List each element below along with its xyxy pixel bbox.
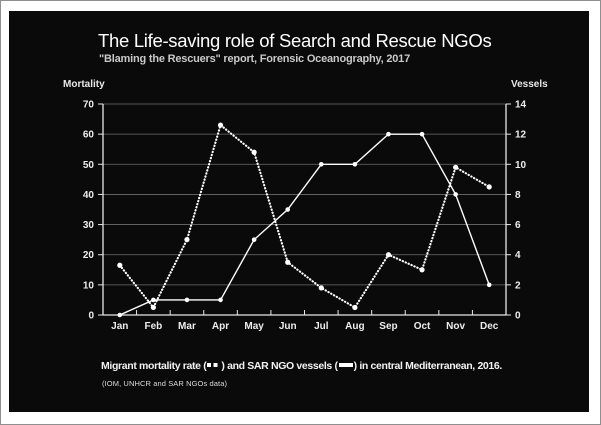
x-axis-month-label: Feb (144, 321, 162, 332)
right-axis-tick-label: 10 (515, 160, 527, 171)
x-axis-month-label: May (244, 321, 264, 332)
vessels-point-Feb (151, 297, 156, 303)
caption: Migrant mortality rate ( ) and SAR NGO ve… (101, 360, 502, 372)
chart-subtitle: "Blaming the Rescuers" report, Forensic … (99, 53, 411, 65)
vessels-legend-swatch (338, 363, 353, 367)
right-axis-tick-label: 6 (515, 220, 521, 231)
mortality-point-Oct (419, 267, 425, 273)
mortality-point-Dec (486, 184, 492, 190)
x-axis-month-label: Oct (414, 321, 431, 332)
vessels-point-Sep (386, 131, 391, 137)
mortality-point-Feb (150, 304, 156, 311)
left-axis-tick-label: 0 (88, 311, 94, 322)
vessels-point-Nov (453, 192, 458, 197)
left-axis-title: Mortality (63, 79, 105, 90)
x-axis-month-label: Jan (111, 321, 128, 332)
vessels-point-Oct (419, 131, 425, 137)
vessels-point-Dec (486, 282, 492, 288)
left-axis-tick-label: 50 (83, 160, 95, 171)
right-axis-tick-label: 4 (515, 250, 521, 261)
mortality-point-Sep (385, 252, 392, 258)
left-axis-tick-label: 70 (83, 100, 95, 111)
mortality-legend-swatch (207, 363, 221, 367)
right-axis-tick-label: 12 (515, 130, 527, 141)
left-axis-tick-label: 20 (83, 250, 95, 261)
x-axis-month-label: Aug (345, 321, 364, 332)
mortality-point-Apr (217, 122, 224, 128)
right-axis-tick-label: 0 (515, 311, 521, 322)
x-axis-month-label: Jun (279, 321, 297, 332)
left-axis-tick-label: 30 (83, 220, 95, 231)
black-panel: The Life-saving role of Search and Rescu… (9, 11, 589, 412)
vessels-point-May (251, 237, 257, 242)
vessels-point-Apr (218, 297, 223, 303)
mortality-point-Jul (318, 285, 324, 291)
vessels-point-Jul (318, 161, 324, 167)
right-axis-tick-label: 8 (515, 190, 521, 201)
left-axis-tick-label: 60 (83, 130, 95, 141)
x-axis-month-label: Dec (480, 321, 499, 332)
mortality-point-Nov (453, 164, 459, 170)
caption-source: (IOM, UNHCR and SAR NGOs data) (102, 379, 228, 388)
left-axis-tick-label: 40 (83, 190, 95, 201)
right-axis-tick-label: 2 (515, 280, 521, 291)
mortality-point-Aug (352, 304, 358, 311)
caption-text-3: ) in central Mediterranean, 2016. (353, 360, 503, 372)
caption-text-1: Migrant mortality rate ( (101, 360, 207, 372)
mortality-point-Jun (285, 259, 291, 265)
mortality-series-line (118, 123, 491, 310)
vessels-point-Jan (117, 312, 123, 318)
vessels-point-Aug (352, 161, 358, 167)
mortality-point-Mar (184, 237, 190, 243)
x-axis-month-label: Mar (178, 321, 196, 332)
right-axis-tick-label: 14 (515, 100, 527, 111)
caption-text-2: ) and SAR NGO vessels ( (221, 360, 338, 372)
x-axis-month-label: Apr (212, 321, 229, 332)
x-axis-month-label: Jul (314, 321, 329, 332)
x-axis-month-label: Nov (446, 321, 465, 332)
vessels-point-Mar (184, 297, 190, 303)
chart-title: The Life-saving role of Search and Rescu… (98, 30, 492, 51)
vessels-series-line (119, 133, 490, 316)
mortality-point-May (251, 149, 257, 155)
left-axis-tick-label: 10 (83, 280, 95, 291)
mortality-point-Jan (117, 262, 123, 268)
vessels-point-Jun (285, 207, 291, 212)
right-axis-title: Vessels (511, 79, 548, 90)
x-axis-month-label: Sep (379, 321, 397, 332)
